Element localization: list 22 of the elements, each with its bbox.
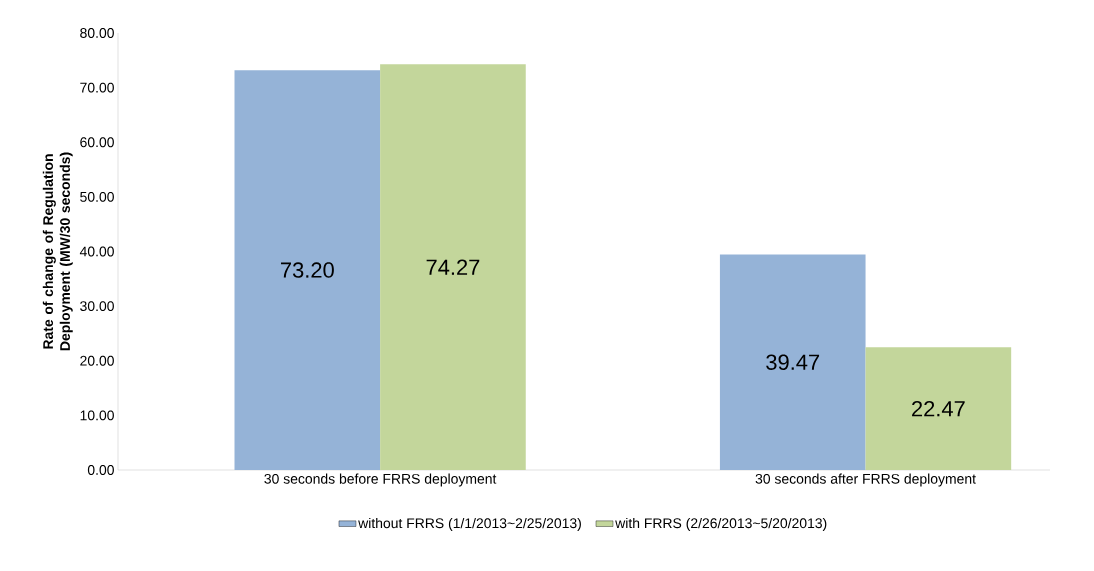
y-tick-label: 60.00 — [80, 137, 114, 148]
y-tick-label: 30.00 — [80, 301, 114, 312]
y-axis-title: Rate of change of Regulation Deployment (MW/30 seconds) — [42, 152, 73, 351]
y-tick-label: 80.00 — [80, 28, 114, 38]
legend-label: with FRRS (2/26/2013~5/20/2013) — [615, 517, 827, 531]
y-tick-label: 0.00 — [87, 465, 114, 475]
data-label: 73.20 — [281, 262, 334, 278]
x-tick-label: 30 seconds before FRRS deployment — [264, 473, 497, 487]
y-tick-label: 70.00 — [80, 82, 114, 93]
y-tick-label: 20.00 — [80, 355, 114, 366]
bar — [380, 64, 526, 470]
bar — [865, 347, 1012, 470]
data-label: 22.47 — [912, 400, 965, 417]
bar — [234, 70, 381, 470]
data-label: 74.27 — [426, 259, 480, 275]
x-tick-label: 30 seconds after FRRS deployment — [755, 473, 976, 487]
y-tick-label: 50.00 — [80, 191, 114, 202]
data-label: 39.47 — [766, 354, 820, 370]
bar — [719, 254, 866, 470]
legend-label: without FRRS (1/1/2013~2/25/2013) — [358, 517, 581, 531]
y-tick-label: 10.00 — [80, 410, 114, 421]
y-tick-label: 40.00 — [79, 246, 114, 257]
